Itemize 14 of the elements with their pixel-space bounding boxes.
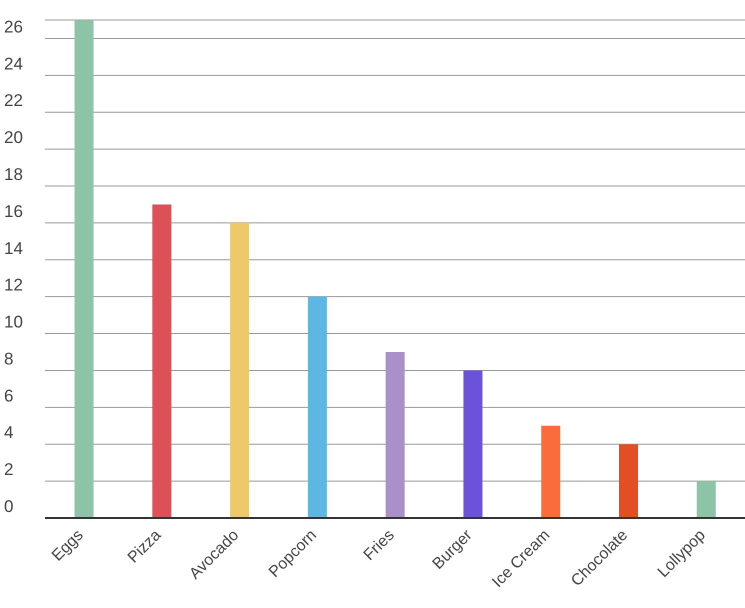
y-tick-label: 18 [4,165,23,184]
y-tick-label: 22 [4,91,23,110]
y-tick-label: 10 [4,312,23,332]
y-tick-label: 4 [4,423,14,442]
y-tick-label: 26 [4,17,23,36]
y-tick-label: 8 [4,349,14,368]
y-tick-label: 12 [4,276,23,295]
y-tick-label: 16 [4,202,23,221]
y-tick-label: 2 [4,460,14,480]
y-tick-label: 0 [4,497,14,516]
y-tick-label: 20 [4,128,23,148]
y-tick-label: 24 [4,54,23,74]
y-tick-label: 14 [4,238,23,258]
y-tick-label: 6 [4,386,14,406]
